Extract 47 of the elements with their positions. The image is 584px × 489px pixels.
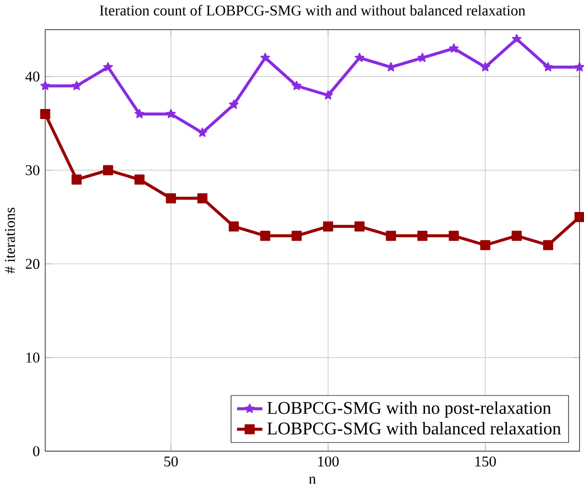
point [40, 81, 50, 90]
x-axis-title: n [309, 476, 316, 484]
point [543, 240, 554, 250]
point [134, 109, 144, 118]
y-tick-label: 20 [26, 259, 40, 270]
point [134, 174, 145, 185]
point [543, 62, 553, 72]
point [448, 230, 459, 241]
point [103, 62, 113, 72]
point [103, 165, 114, 176]
x-tick-label: 100 [318, 456, 339, 467]
point [386, 62, 396, 72]
point [480, 240, 490, 250]
point [512, 34, 522, 44]
legend-label: LOBPCG-SMG with no post-relaxation [267, 402, 552, 418]
y-tick-label: 30 [26, 165, 40, 176]
point [386, 230, 396, 241]
point [292, 230, 302, 241]
legend-label: LOBPCG-SMG with balanced relaxation [267, 422, 561, 435]
point [512, 230, 522, 241]
point [166, 109, 176, 118]
point [197, 193, 208, 204]
point [72, 174, 82, 185]
point [228, 222, 239, 232]
point [354, 222, 365, 232]
point [448, 44, 459, 53]
point [260, 52, 270, 62]
x-tick-label: 150 [475, 456, 496, 467]
point [40, 109, 50, 120]
point [480, 62, 490, 72]
y-axis-title: # iterations [4, 208, 15, 274]
point [354, 52, 364, 62]
point [228, 100, 239, 110]
y-tick-label: 10 [26, 352, 40, 363]
point [417, 230, 428, 241]
point [323, 222, 334, 232]
point [418, 52, 428, 62]
chart-title: Iteration count of LOBPCG-SMG with and without balanced relaxation [100, 5, 526, 16]
point [72, 81, 82, 90]
point [292, 81, 302, 90]
point [198, 128, 208, 138]
x-tick-label: 50 [164, 456, 178, 467]
point [166, 193, 176, 204]
point [323, 90, 333, 100]
point [260, 230, 270, 241]
y-tick-label: 40 [25, 72, 40, 82]
y-tick-label: 0 [33, 446, 40, 456]
